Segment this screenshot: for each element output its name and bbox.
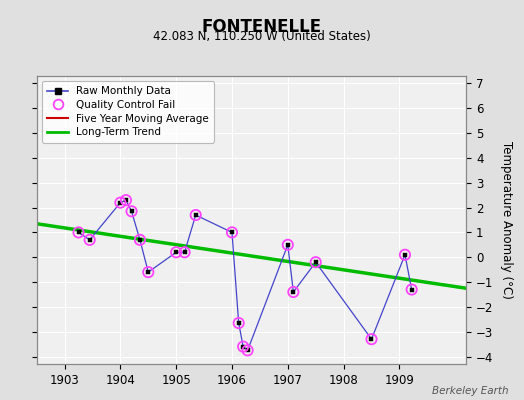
Point [289,289,298,295]
Text: 42.083 N, 110.250 W (United States): 42.083 N, 110.250 W (United States) [153,30,371,43]
Point [122,197,130,203]
Point [311,259,320,266]
Point [192,212,200,218]
Point [74,229,83,236]
Point [367,336,376,342]
Y-axis label: Temperature Anomaly (°C): Temperature Anomaly (°C) [500,141,513,299]
Point [116,200,125,206]
Text: FONTENELLE: FONTENELLE [202,18,322,36]
Point [127,208,136,214]
Point [401,252,409,258]
Point [228,229,236,236]
Text: Berkeley Earth: Berkeley Earth [432,386,508,396]
Point [172,249,180,256]
Point [180,249,189,256]
Point [244,347,252,354]
Point [235,320,243,326]
Point [85,237,94,243]
Point [239,344,247,350]
Point [408,286,416,293]
Legend: Raw Monthly Data, Quality Control Fail, Five Year Moving Average, Long-Term Tren: Raw Monthly Data, Quality Control Fail, … [42,81,214,142]
Point [283,242,292,248]
Point [136,237,144,243]
Point [144,269,152,275]
